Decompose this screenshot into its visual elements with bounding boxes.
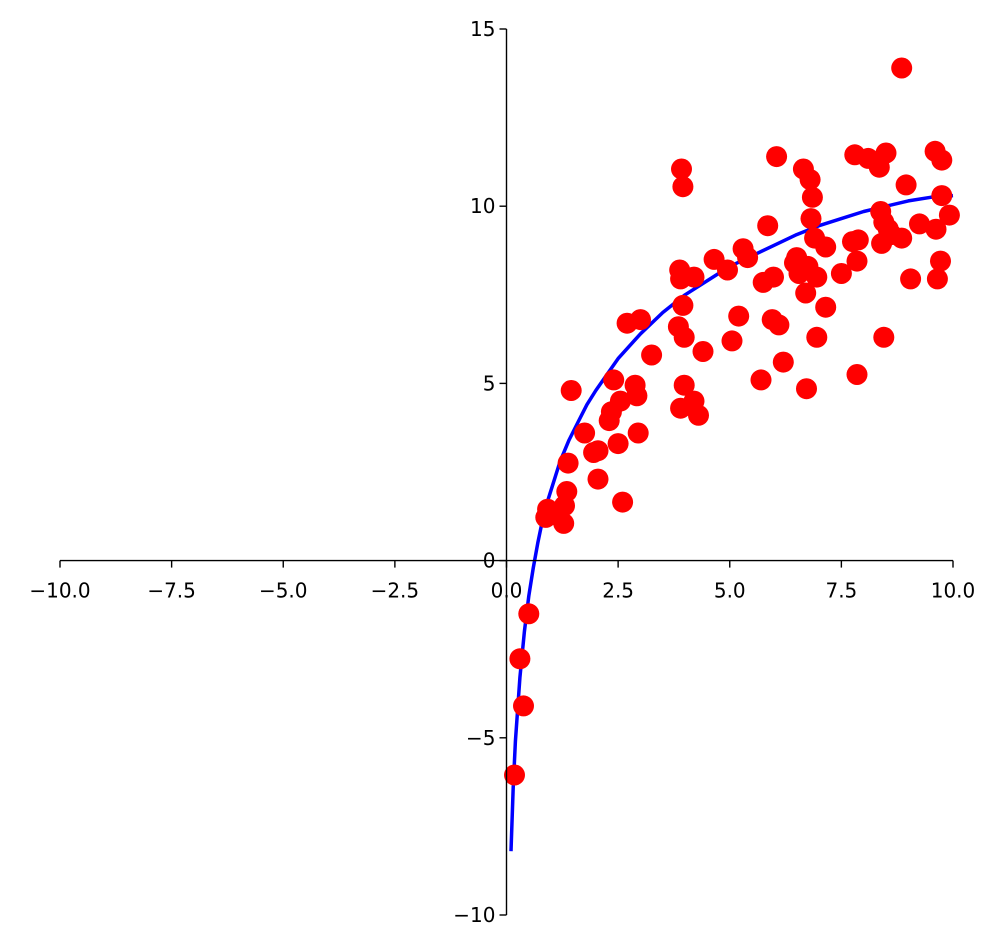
scatter-point: [873, 326, 895, 348]
y-tick-label: 5: [483, 371, 496, 395]
scatter-point: [847, 229, 869, 251]
scatter-point: [721, 330, 743, 352]
scatter-point: [609, 390, 631, 412]
scatter-point: [557, 452, 579, 474]
scatter-point: [692, 341, 714, 362]
scatter-point: [806, 326, 828, 348]
scatter-point: [846, 250, 868, 272]
scatter-point: [799, 169, 821, 191]
scatter-point: [728, 305, 750, 327]
x-tick-label: −2.5: [371, 579, 420, 603]
scatter-point: [768, 314, 790, 336]
fit-curve-line: [509, 193, 954, 852]
x-tick-label: −10.0: [29, 579, 90, 603]
scatter-point: [627, 422, 649, 444]
fit-curve-layer: [509, 193, 954, 852]
scatter-point: [931, 149, 953, 171]
scatter-point: [806, 266, 828, 288]
scatter-point: [766, 146, 788, 168]
scatter-point: [683, 266, 705, 288]
scatter-point: [556, 481, 578, 502]
scatter-point: [909, 213, 930, 235]
x-tick-label: 5.0: [714, 579, 746, 603]
scatter-point: [830, 263, 852, 284]
scatter-point: [926, 268, 948, 290]
scatter-point: [626, 385, 648, 407]
scatter-point: [587, 440, 609, 462]
y-tick-label: 0: [483, 549, 496, 573]
scatter-point: [891, 57, 913, 79]
scatter-point: [801, 186, 823, 208]
scatter-point: [630, 309, 651, 331]
scatter-point: [504, 764, 525, 786]
scatter-point: [672, 176, 694, 198]
scatter-point: [717, 259, 738, 281]
scatter-point: [900, 268, 922, 290]
scatter-point: [815, 236, 837, 258]
scatter-point: [607, 433, 629, 455]
scatter-point: [750, 369, 772, 391]
x-tick-label: −5.0: [259, 579, 308, 603]
scatter-point: [891, 227, 913, 249]
scatter-point: [603, 369, 625, 391]
scatter-point: [846, 364, 868, 385]
scatter-point: [673, 374, 695, 396]
scatter-point: [560, 380, 582, 401]
scatter-point: [518, 603, 540, 625]
x-tick-label: 0.0: [491, 579, 523, 603]
scatter-point: [737, 247, 759, 269]
y-tick-label: 10: [470, 194, 495, 218]
y-tick-label: −10: [453, 903, 495, 927]
x-tick-label: 7.5: [825, 579, 857, 603]
scatter-point: [587, 468, 609, 490]
scatter-point: [938, 204, 960, 226]
scatter-point: [772, 351, 794, 373]
scatter-point: [930, 250, 951, 272]
y-tick-label: −5: [466, 726, 495, 750]
scatter-point: [796, 378, 817, 400]
scatter-point: [574, 422, 596, 444]
x-tick-label: 2.5: [602, 579, 634, 603]
scatter-point: [612, 491, 634, 513]
scatter-point: [673, 326, 695, 348]
scatter-point: [672, 294, 694, 316]
scatter-point: [895, 174, 917, 196]
x-tick-label: 10.0: [931, 579, 976, 603]
x-ticks-layer: −10.0 −7.5 −5.0 −2.5 0.0 2.5 5.0 7.5 10.0: [29, 560, 976, 603]
x-tick-label: −7.5: [147, 579, 196, 603]
scatter-point: [815, 296, 837, 318]
scatter-point: [509, 648, 531, 670]
scatter-point: [553, 512, 575, 534]
y-tick-label: 15: [470, 17, 495, 41]
scatter-point: [795, 282, 817, 304]
scatter-point: [757, 215, 779, 237]
scatter-point: [925, 218, 947, 240]
scatter-point: [800, 208, 822, 230]
scatter-points-layer: [504, 57, 960, 786]
scatter-point: [688, 404, 709, 426]
scatter-point: [641, 344, 663, 366]
scatter-point: [513, 695, 534, 717]
y-ticks-layer: −10 −5 0 5 10 15: [453, 17, 507, 927]
scatter-point: [931, 185, 953, 207]
scatter-point: [763, 266, 784, 288]
axes-layer: [60, 29, 953, 915]
scatter-point: [875, 142, 897, 164]
scatter-point: [671, 158, 692, 180]
